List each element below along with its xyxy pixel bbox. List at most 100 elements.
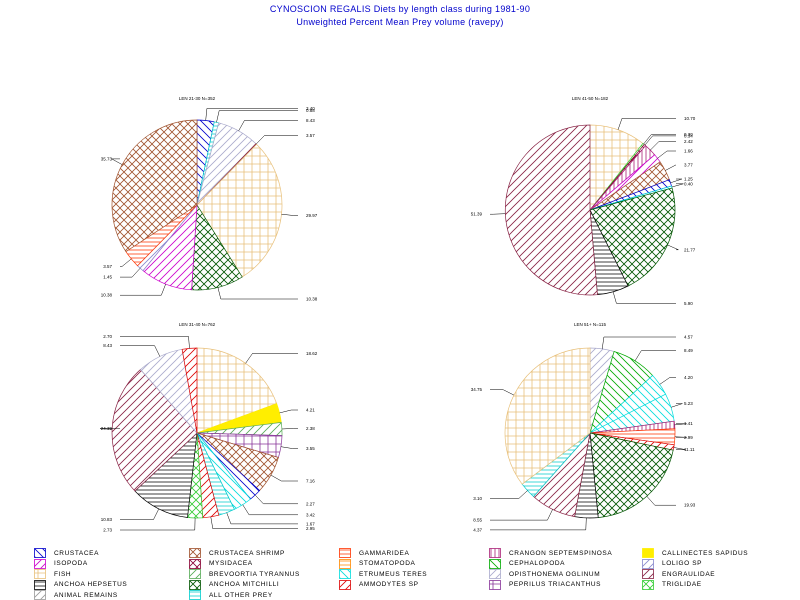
chart-title: CYNOSCION REGALIS Diets by length class … [269, 4, 531, 14]
leader-line [256, 135, 298, 145]
slice-value-label: 1.25 [684, 176, 693, 181]
pie-chart-2: LEN 41-50 N=182 10.70 0.300.342.42 1.66 3.77… [471, 96, 696, 306]
pie-slice-ammodytes [181, 347, 198, 434]
legend-item-gammaridea: GAMMARIDEA [339, 548, 409, 558]
pie-slice-engraulidae [505, 124, 598, 296]
legend-label: ETRUMEUS TERES [359, 570, 428, 578]
slice-value-label: 4.20 [684, 375, 693, 380]
leader-line [490, 517, 587, 531]
legend-swatch [339, 558, 351, 569]
leader-line [490, 509, 553, 521]
slice-value-label: 3.55 [306, 446, 315, 451]
legend-item-etrumeus: ETRUMEUS TERES [339, 569, 427, 579]
leader-line [650, 141, 676, 151]
leader-line [665, 164, 677, 171]
slice-value-label: 3.77 [684, 162, 693, 167]
slice-value-label: 11.11 [684, 447, 695, 452]
legend-label: CEPHALOPODA [509, 560, 566, 567]
legend-item-crustacea_shrimp: CRUSTACEA SHRIMP [189, 548, 285, 558]
legend-swatch [189, 590, 201, 600]
slice-value-label: 10.38 [306, 297, 318, 302]
leader-line [216, 110, 298, 123]
pie-title: LEN 21-30 N=352 [179, 96, 216, 101]
legend-item-crustacea: CRUSTACEA [34, 548, 99, 558]
slice-value-label: 18.62 [306, 351, 318, 356]
leader-line [673, 447, 686, 450]
leader-line [674, 436, 687, 438]
leader-line [667, 244, 679, 251]
slice-value-label: 0.40 [684, 181, 693, 186]
slice-value-label: 1.66 [684, 148, 693, 153]
slice-value-label: 10.83 [101, 517, 113, 522]
legend-item-animal_remains: ANIMAL REMAINS [34, 590, 118, 600]
slice-value-label: 2.42 [684, 139, 693, 144]
leader-line [659, 377, 676, 385]
leader-line [657, 150, 676, 159]
leader-line [242, 504, 298, 516]
legend-label: CRUSTACEA [54, 549, 100, 557]
legend-label: BREVOORTIA TYRANNUS [209, 570, 300, 578]
pie-chart-3: LEN 31-40 N=762 18.62 4.21 2.38 3.55 7.16 2.27… [100, 322, 318, 532]
slice-value-label: 2.70 [103, 334, 112, 339]
leader-line [670, 403, 683, 408]
legend-item-fish: FISH [34, 569, 71, 579]
leader-line [120, 336, 190, 349]
slice-value-label: 10.70 [684, 116, 696, 121]
pie-slice-fish [504, 347, 591, 485]
pie-chart-4: LEN 51+ N=115 4.57 8.49 4.20 5.23 1.41 2.99 11.… [471, 322, 696, 532]
legend-swatch [34, 548, 46, 558]
legend-item-loligo: LOLIGO SP [642, 558, 703, 569]
legend-swatch [189, 548, 201, 558]
pie-slice-crustacea_shrimp [111, 119, 198, 253]
legend-label: STOMATOPODA [359, 560, 416, 567]
leader-line [601, 336, 676, 349]
slice-value-label: 21.77 [684, 247, 696, 252]
slice-value-label: 7.16 [306, 479, 315, 484]
leader-line [120, 508, 160, 520]
slice-value-label: 2.99 [684, 435, 693, 440]
legend-label: OPISTHONEMA OGLINUM [509, 570, 601, 578]
slice-value-label: 5.23 [684, 401, 693, 406]
leader-line [280, 446, 298, 449]
pie-slice-engraulidae [111, 369, 198, 492]
slice-value-label: 2.27 [306, 501, 315, 506]
legend-item-stomatopoda: STOMATOPODA [339, 558, 416, 569]
leader-line [281, 213, 298, 216]
legend-item-triglidae: TRIGLIDAE [642, 579, 702, 590]
legend-label: ALL OTHER PREY [209, 591, 273, 599]
leader-line [210, 516, 298, 529]
legend-label: LOLIGO SP [662, 560, 703, 567]
slice-value-label: 1.41 [684, 421, 693, 426]
slice-value-label: 35.73 [101, 156, 113, 161]
legend-label: FISH [54, 570, 72, 578]
legend-item-peprilus: PEPRILUS TRIACANTHUS [489, 579, 601, 590]
legend-label: TRIGLIDAE [662, 581, 702, 588]
leader-line [643, 134, 676, 145]
legend-item-brevoortia: BREVOORTIA TYRANNUS [189, 569, 300, 579]
slice-value-label: 34.75 [471, 387, 483, 392]
leader-line [270, 474, 298, 482]
slice-value-label: 2.38 [306, 426, 315, 431]
slice-value-label: 2.95 [306, 526, 315, 531]
slice-value-label: 3.57 [103, 264, 112, 269]
slice-value-label: 19.93 [684, 503, 696, 508]
chart-subtitle: Unweighted Percent Mean Prey volume (rav… [296, 17, 504, 27]
leader-line [217, 287, 298, 300]
legend-label: CRANGON SEPTEMSPINOSA [509, 549, 613, 557]
slice-value-label: 4.57 [684, 334, 693, 339]
slice-value-label: 10.38 [101, 293, 113, 298]
slice-value-label: 5.90 [684, 301, 693, 306]
leader-line [279, 409, 298, 414]
pie-title: LEN 31-40 N=762 [179, 322, 216, 327]
legend-swatch [34, 569, 46, 579]
legend-label: AMMODYTES SP [359, 581, 419, 588]
leader-line [490, 490, 528, 499]
leader-line [120, 258, 132, 267]
leader-line [238, 120, 298, 132]
legend-item-crangon: CRANGON SEPTEMSPINOSA [489, 548, 612, 558]
legend-swatch [339, 548, 351, 558]
leader-line [646, 496, 676, 506]
leader-line [671, 183, 684, 188]
legend: CRUSTACEA CRUSTACEA SHRIMP GAMMARIDEA CRANG… [34, 548, 794, 600]
legend-swatch [34, 579, 46, 590]
